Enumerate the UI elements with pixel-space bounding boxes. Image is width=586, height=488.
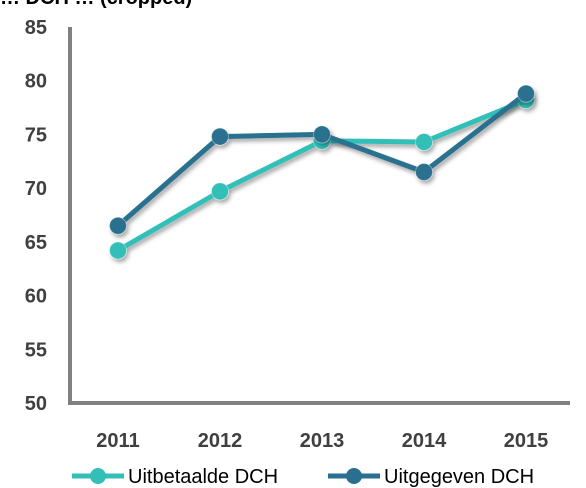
legend-swatch-marker: [90, 468, 106, 484]
y-tick-label: 60: [25, 286, 47, 308]
data-point: [109, 241, 127, 260]
data-point: [313, 125, 331, 144]
legend-item: Uitgegeven DCH: [328, 466, 534, 488]
x-tick-label: 2012: [198, 430, 243, 452]
x-axis-ticks: 2011 2012 2013 2014 2015: [96, 430, 548, 452]
chart-title-cropped: … DCH … (cropped): [0, 0, 586, 17]
y-tick-label: 55: [25, 339, 47, 361]
x-tick-label: 2015: [504, 430, 549, 452]
series-2: [109, 84, 535, 235]
legend: Uitbetaalde DCH Uitgegeven DCH: [72, 466, 534, 488]
data-point: [517, 84, 535, 103]
legend-item: Uitbetaalde DCH: [72, 466, 278, 488]
data-point: [211, 127, 229, 146]
series-layer: [109, 84, 535, 260]
axes: [68, 27, 570, 405]
legend-swatch-marker: [346, 468, 362, 484]
data-point: [211, 182, 229, 201]
data-point: [415, 163, 433, 182]
x-tick-label: 2013: [300, 430, 345, 452]
y-tick-label: 65: [25, 232, 47, 254]
y-tick-label: 75: [25, 124, 47, 146]
data-point: [415, 132, 433, 151]
legend-label: Uitbetaalde DCH: [128, 466, 278, 488]
x-tick-label: 2014: [402, 430, 447, 452]
y-axis-ticks: 50 55 60 65 70 75 80 85: [25, 17, 47, 415]
x-tick-label: 2011: [96, 430, 139, 452]
y-tick-label: 80: [25, 71, 47, 93]
data-point: [109, 216, 127, 235]
series-line: [116, 91, 528, 228]
y-tick-label: 70: [25, 178, 47, 200]
y-tick-label: 50: [25, 393, 47, 415]
y-tick-label: 85: [25, 17, 47, 39]
legend-label: Uitgegeven DCH: [384, 466, 534, 488]
